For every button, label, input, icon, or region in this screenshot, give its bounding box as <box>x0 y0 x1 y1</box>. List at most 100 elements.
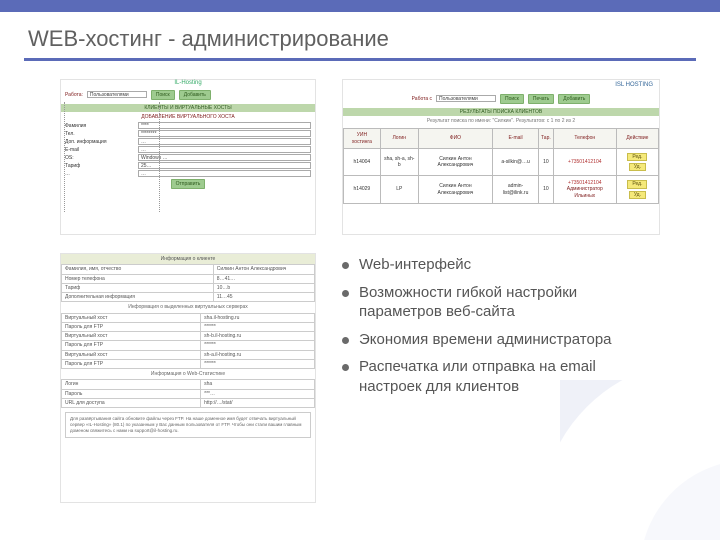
cell: h14004 <box>344 148 381 176</box>
cell: 8…41… <box>213 274 314 283</box>
work-select[interactable]: Пользователями <box>436 95 496 102</box>
cell: http://…/stat/ <box>201 398 315 407</box>
form-row: Доп. информация… <box>65 138 311 145</box>
work-label: Работа с <box>412 96 432 102</box>
table-row: Пароль для FTP****** <box>62 341 315 350</box>
cell: ****** <box>201 322 315 331</box>
info-caption-stats: Информация о Web-Статистике <box>61 371 315 377</box>
field-label: Доп. информация <box>65 139 135 145</box>
bullet-dot <box>342 364 349 371</box>
table-row: h14029LPСилкин Антон Александровичadmin-… <box>344 176 659 204</box>
cell: admin-list@ilink.ru <box>493 176 539 204</box>
cell: ****** <box>201 341 315 350</box>
cell: Ред. Уд. <box>616 176 658 204</box>
cell: 11…45 <box>213 293 314 302</box>
cell: URL для доступа <box>62 398 201 407</box>
row-action[interactable]: Уд. <box>629 191 646 199</box>
cell: Виртуальный хост <box>62 313 201 322</box>
table-row: Пароль***… <box>62 389 315 398</box>
bullet-dot <box>342 290 349 297</box>
bullet-item: Экономия времени администратора <box>342 330 660 350</box>
field-label: Фамилия <box>65 123 135 129</box>
bullet-dot <box>342 262 349 269</box>
work-select[interactable]: Пользователями <box>87 91 147 98</box>
col-header: E-mail <box>493 129 539 149</box>
row-action[interactable]: Ред. <box>627 180 647 188</box>
cell: ****** <box>201 359 315 368</box>
row-action[interactable]: Ред. <box>627 153 647 161</box>
cell: Силкин Антон Александрович <box>418 176 492 204</box>
field-label: OS: <box>65 155 135 161</box>
table-row: Номер телефона8…41… <box>62 274 315 283</box>
cell: sh-a.il-hosting.ru <box>201 350 315 359</box>
table-row: Фамилия, имя, отчествоСилкин Антон Алекс… <box>62 265 315 274</box>
cell: sh-b.il-hosting.ru <box>201 332 315 341</box>
cell: Логин <box>62 380 201 389</box>
row-action[interactable]: Уд. <box>629 163 646 171</box>
form-row: Фамилия**** <box>65 122 311 129</box>
cell: Виртуальный хост <box>62 332 201 341</box>
cell: sha <box>201 380 315 389</box>
screenshot-client-search: ISL HOSTING Работа с Пользователями Поис… <box>342 79 660 235</box>
cell: sha, sh-a, sh-b <box>380 148 418 176</box>
col-header: Действие <box>616 129 658 149</box>
col-header: ФИО <box>418 129 492 149</box>
table-row: URL для доступаhttp://…/stat/ <box>62 398 315 407</box>
cell: Виртуальный хост <box>62 350 201 359</box>
section-add-vhost: ДОБАВЛЕНИЕ ВИРТУАЛЬНОГО ХОСТА <box>61 114 315 120</box>
info-header: Информация о клиенте <box>61 254 315 264</box>
cell: LP <box>380 176 418 204</box>
cell: 10 <box>538 176 553 204</box>
nav-add[interactable]: Добавить <box>179 90 211 100</box>
bullet-text: Возможности гибкой настройки параметров … <box>359 283 660 322</box>
cell: 10 <box>538 148 553 176</box>
brand-label: ISL HOSTING <box>343 80 659 92</box>
slide-title: WEB-хостинг - администрирование <box>0 12 720 58</box>
results-table: УИН хостингаЛогинФИОE-mailТар.ТелефонДей… <box>343 128 659 204</box>
col-header: Тар. <box>538 129 553 149</box>
mini-toolbar: Работа: Пользователями Поиск Добавить <box>61 88 315 102</box>
cell: sha.il-hosting.ru <box>201 313 315 322</box>
table-row: Дополнительная информация11…45 <box>62 293 315 302</box>
screenshot-client-info: Информация о клиенте Фамилия, имя, отчес… <box>60 253 316 503</box>
form-row: …… <box>65 170 311 177</box>
nav-print[interactable]: Печать <box>528 94 554 104</box>
cell: Пароль для FTP <box>62 322 201 331</box>
figure-row-1: IL-Hosting Работа: Пользователями Поиск … <box>60 79 660 235</box>
submit-button[interactable]: Отправить <box>171 179 206 189</box>
cell: Фамилия, имя, отчество <box>62 265 214 274</box>
field-input[interactable]: … <box>138 138 311 145</box>
field-input[interactable]: ******** <box>138 130 311 137</box>
cell: Ред. Уд. <box>616 148 658 176</box>
field-input[interactable]: … <box>138 170 311 177</box>
form-row: Тариф25… <box>65 162 311 169</box>
cell: 10…b <box>213 283 314 292</box>
form-row: Тел.******** <box>65 130 311 137</box>
decorative-corner <box>560 380 720 540</box>
cell: Силкин Антон Александрович <box>418 148 492 176</box>
screenshot-virtual-host-form: IL-Hosting Работа: Пользователями Поиск … <box>60 79 316 235</box>
brand-label: IL-Hosting <box>61 80 315 88</box>
table-row: Пароль для FTP****** <box>62 359 315 368</box>
results-caption: Результат поиска по имени: "Силкин". Рез… <box>343 118 659 124</box>
col-header: Логин <box>380 129 418 149</box>
work-label: Работа: <box>65 92 83 98</box>
cell: +73501412104 <box>553 148 616 176</box>
field-input[interactable]: Windows … <box>138 154 311 161</box>
table-row: Тариф10…b <box>62 283 315 292</box>
info-table-2: Виртуальный хостsha.il-hosting.ruПароль … <box>61 313 315 370</box>
table-row: Логинsha <box>62 380 315 389</box>
field-input[interactable]: 25… <box>138 162 311 169</box>
nav-add[interactable]: Добавить <box>558 94 590 104</box>
form-row: OS:Windows … <box>65 154 311 161</box>
field-input[interactable]: **** <box>138 122 311 129</box>
field-input[interactable]: … <box>138 146 311 153</box>
cell: ***… <box>201 389 315 398</box>
col-header: Телефон <box>553 129 616 149</box>
nav-search[interactable]: Поиск <box>500 94 524 104</box>
nav-search[interactable]: Поиск <box>151 90 175 100</box>
cell: Номер телефона <box>62 274 214 283</box>
bullet-text: Web-интерфейс <box>359 255 471 275</box>
cell: Пароль <box>62 389 201 398</box>
info-table-1: Фамилия, имя, отчествоСилкин Антон Алекс… <box>61 264 315 302</box>
